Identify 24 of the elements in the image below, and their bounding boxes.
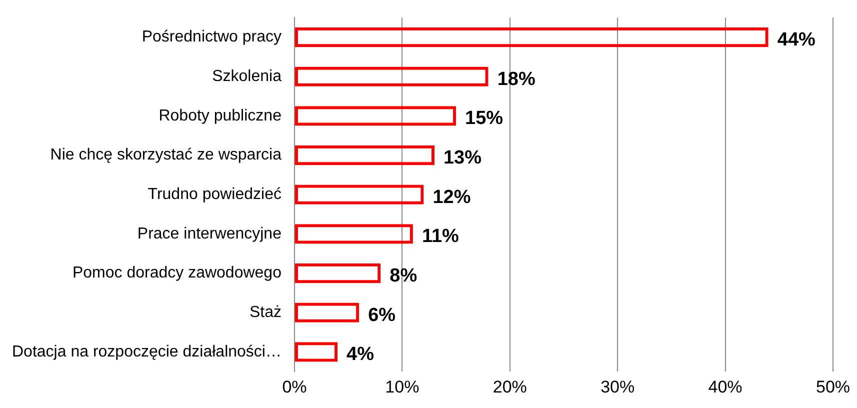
y-tick-label: Roboty publiczne [158,107,282,124]
data-label: 11% [422,226,460,248]
data-label: 44% [777,30,816,50]
x-tick-label: 10% [385,377,420,396]
y-tick-label: Trudno powiedzieć [148,186,282,204]
data-label: 13% [443,148,482,168]
y-tick-label: Nie chcę skorzystać ze wsparcia [50,146,282,164]
x-tick-label: 40% [708,377,742,396]
data-label: 18% [497,68,536,90]
data-label: 15% [465,108,504,130]
y-tick-label: Prace interwencyjne [137,225,282,242]
data-label: 12% [432,186,471,208]
x-tick-label: 50% [816,377,850,396]
y-tick-label: Szkolenia [212,68,282,86]
x-tick-label: 0% [282,377,307,396]
data-label: 6% [368,304,396,326]
y-tick-label: Staż [249,304,282,322]
x-tick-label: 30% [600,377,635,396]
x-tick-label: 20% [492,377,527,396]
y-tick-label: Dotacja na rozpoczęcie działalności… [12,343,282,360]
y-tick-label: Pomoc doradcy zawodowego [72,264,282,282]
y-tick-label: Pośrednictwo pracy [142,28,282,46]
data-label: 8% [390,266,418,286]
data-label: 4% [346,344,374,366]
